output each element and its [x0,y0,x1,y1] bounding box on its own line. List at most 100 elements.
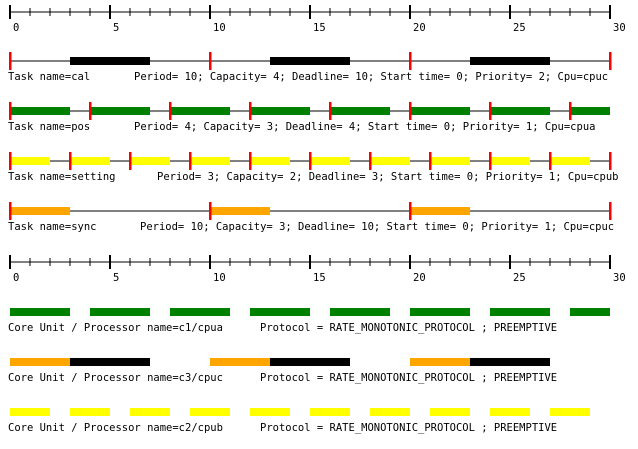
task-setting-name: Task name=setting [8,171,115,183]
processor-cpub-execution-bar [70,408,110,416]
task-pos-execution-bar [570,107,610,115]
task-cal-deadline-marker [409,52,412,70]
processor-cpua-execution-bar [570,308,610,316]
task-setting-deadline-marker [249,152,252,170]
task-sync-name: Task name=sync [8,221,97,233]
top-time-tick-label: 0 [13,22,19,34]
task-cal-execution-bar [270,57,350,65]
task-setting-execution-bar [310,157,350,165]
task-pos-execution-bar [490,107,550,115]
task-cal-execution-bar [470,57,550,65]
task-setting-execution-bar [490,157,530,165]
task-pos-name: Task name=pos [8,121,90,133]
processor-cpub-protocol: Protocol = RATE_MONOTONIC_PROTOCOL ; PRE… [260,422,557,434]
task-setting-deadline-marker [549,152,552,170]
task-cal-execution-bar [70,57,150,65]
task-setting-deadline-marker [609,152,612,170]
processor-cpub-name: Core Unit / Processor name=c2/cpub [8,422,223,434]
processor-cpub-execution-bar [490,408,530,416]
task-sync-info: Period= 10; Capacity= 3; Deadline= 10; S… [140,221,614,233]
task-pos-deadline-marker [409,102,412,120]
task-setting-deadline-marker [309,152,312,170]
task-pos-execution-bar [330,107,390,115]
task-pos-deadline-marker [89,102,92,120]
task-setting-deadline-marker [9,152,12,170]
processor-cpua-execution-bar [170,308,230,316]
processor-cpub-execution-bar [550,408,590,416]
task-pos-execution-bar [410,107,470,115]
task-pos-execution-bar [90,107,150,115]
task-setting-deadline-marker [129,152,132,170]
task-setting-deadline-marker [189,152,192,170]
top-time-tick-label: 10 [213,22,226,34]
bottom-time-tick-label: 5 [113,272,119,284]
task-setting-execution-bar [190,157,230,165]
task-pos-deadline-marker [329,102,332,120]
processor-cpua-protocol: Protocol = RATE_MONOTONIC_PROTOCOL ; PRE… [260,322,557,334]
task-pos-execution-bar [170,107,230,115]
processor-cpua-execution-bar [90,308,150,316]
processor-cpuc-execution-bar [410,358,470,366]
task-pos-deadline-marker [489,102,492,120]
task-cal-info: Period= 10; Capacity= 4; Deadline= 10; S… [134,71,608,83]
task-setting-execution-bar [70,157,110,165]
task-setting-execution-bar [550,157,590,165]
top-time-tick-label: 30 [613,22,626,34]
processor-cpua-execution-bar [410,308,470,316]
processor-cpuc-execution-bar [70,358,150,366]
top-time-tick-label: 15 [313,22,326,34]
task-cal-deadline-marker [209,52,212,70]
processor-cpub-execution-bar [250,408,290,416]
task-setting-deadline-marker [429,152,432,170]
processor-cpub-execution-bar [370,408,410,416]
task-pos-execution-bar [250,107,310,115]
bottom-time-tick-label: 0 [13,272,19,284]
task-pos-deadline-marker [9,102,12,120]
task-setting-execution-bar [370,157,410,165]
bottom-time-tick-label: 15 [313,272,326,284]
processor-cpuc-execution-bar [10,358,70,366]
task-setting-execution-bar [250,157,290,165]
processor-cpuc-execution-bar [210,358,270,366]
task-setting-execution-bar [430,157,470,165]
task-setting-execution-bar [130,157,170,165]
task-sync-execution-bar [10,207,70,215]
bottom-time-tick-label: 10 [213,272,226,284]
bottom-time-tick-label: 20 [413,272,426,284]
task-sync-deadline-marker [409,202,412,220]
top-time-tick-label: 25 [513,22,526,34]
task-pos-execution-bar [10,107,70,115]
processor-cpuc-protocol: Protocol = RATE_MONOTONIC_PROTOCOL ; PRE… [260,372,557,384]
task-pos-deadline-marker [569,102,572,120]
task-setting-deadline-marker [369,152,372,170]
task-pos-deadline-marker [249,102,252,120]
processor-cpua-execution-bar [10,308,70,316]
top-time-tick-label: 5 [113,22,119,34]
processor-cpub-execution-bar [310,408,350,416]
task-pos-info: Period= 4; Capacity= 3; Deadline= 4; Sta… [134,121,595,133]
bottom-time-tick-label: 30 [613,272,626,284]
task-pos-deadline-marker [169,102,172,120]
processor-cpub-execution-bar [130,408,170,416]
processor-cpua-execution-bar [330,308,390,316]
task-cal-deadline-marker [609,52,612,70]
task-cal-name: Task name=cal [8,71,90,83]
processor-cpub-execution-bar [430,408,470,416]
task-cal-deadline-marker [9,52,12,70]
processor-cpuc-execution-bar [470,358,550,366]
processor-cpub-execution-bar [190,408,230,416]
top-time-tick-label: 20 [413,22,426,34]
task-setting-execution-bar [10,157,50,165]
processor-cpua-execution-bar [490,308,550,316]
task-sync-deadline-marker [609,202,612,220]
task-setting-info: Period= 3; Capacity= 2; Deadline= 3; Sta… [157,171,618,183]
task-setting-deadline-marker [69,152,72,170]
processor-cpub-execution-bar [10,408,50,416]
bottom-time-tick-label: 25 [513,272,526,284]
task-sync-execution-bar [410,207,470,215]
processor-cpuc-name: Core Unit / Processor name=c3/cpuc [8,372,223,384]
processor-cpua-execution-bar [250,308,310,316]
processor-cpuc-execution-bar [270,358,350,366]
